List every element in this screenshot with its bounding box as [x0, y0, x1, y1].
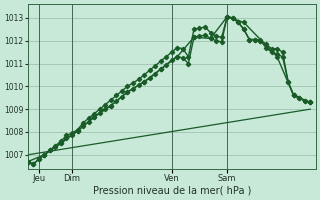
X-axis label: Pression niveau de la mer( hPa ): Pression niveau de la mer( hPa )	[92, 186, 251, 196]
